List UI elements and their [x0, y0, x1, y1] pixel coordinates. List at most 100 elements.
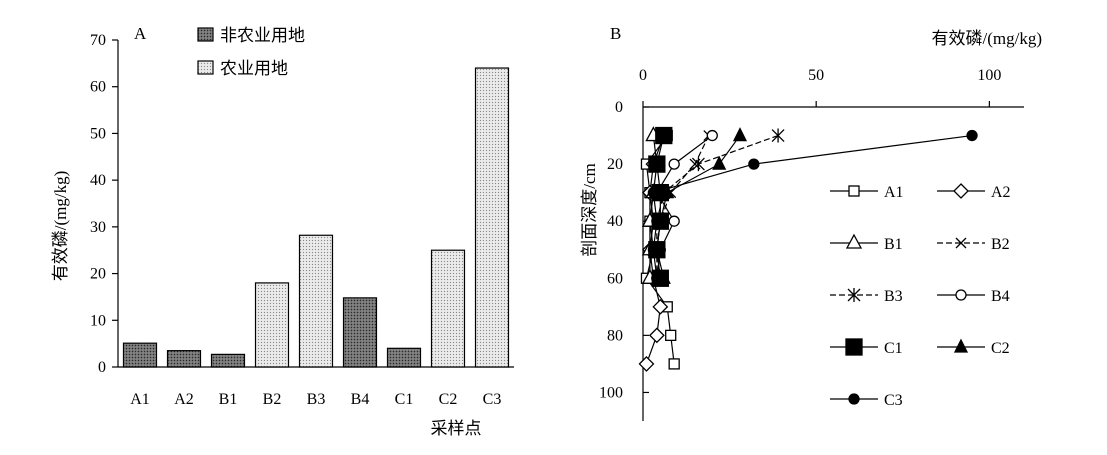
- bar-C3: [474, 67, 510, 368]
- legend-label-B4: B4: [991, 288, 1010, 305]
- point-A2: [638, 355, 655, 372]
- legend-entry-A2: A2: [937, 183, 1011, 201]
- x-tick-label-B4: B4: [351, 391, 370, 408]
- legend-marker-A1: [848, 185, 860, 197]
- legend-marker-A2: [953, 183, 969, 199]
- legend-label-A1: A1: [884, 184, 904, 201]
- y-tick-label: 0: [615, 99, 623, 116]
- x-tick-label-B3: B3: [307, 391, 326, 408]
- series-b: [638, 126, 978, 372]
- series-B4: [651, 129, 718, 284]
- y-tick-label: 40: [90, 172, 106, 189]
- y-tick-label: 80: [607, 327, 623, 344]
- point-C2: [732, 127, 748, 142]
- y-tick-label: 70: [90, 32, 106, 49]
- point-B4: [668, 158, 680, 170]
- bar-B1: [210, 353, 246, 368]
- y-tick-label: 0: [98, 359, 106, 376]
- point-B4: [668, 215, 680, 227]
- y-axis-title-a: 有效磷/(mg/kg): [51, 171, 70, 282]
- legend-marker-B3: [847, 288, 861, 302]
- line-B3: [656, 134, 779, 279]
- x-tick-label: 0: [639, 67, 647, 84]
- point-C1: [648, 155, 666, 173]
- y-tick-label: 50: [90, 125, 106, 142]
- y-tick-label: 60: [607, 270, 623, 287]
- y-ticks-b: 0 20 40 60 80 100: [599, 99, 649, 401]
- x-axis-title-b: 有效磷/(mg/kg): [932, 29, 1043, 48]
- y-tick-label: 60: [90, 79, 106, 96]
- legend-entry-C3: C3: [830, 392, 903, 409]
- legend-label-agri: 农业用地: [220, 59, 288, 78]
- legend-label-B2: B2: [991, 236, 1010, 253]
- series-B2: [651, 130, 715, 284]
- y-ticks-a: 0 10 20 30 40 50 60 70: [90, 32, 118, 376]
- y-tick-label: 100: [599, 384, 623, 401]
- legend-entry-B2: B2: [937, 236, 1010, 253]
- panel-label-b: B: [610, 24, 621, 43]
- x-tick-label-A2: A2: [174, 391, 194, 408]
- y-tick-label: 30: [90, 219, 106, 236]
- x-tick-label-C2: C2: [439, 391, 458, 408]
- legend-marker-B1: [845, 233, 863, 249]
- line-chart-panel-b: B 有效磷/(mg/kg) 0 50 100 0 20 40 60 80 100 剖面深度/c…: [580, 24, 1042, 421]
- bar-B2: [254, 282, 290, 368]
- point-A2: [652, 298, 669, 315]
- legend-label-non-agri: 非农业用地: [220, 26, 305, 45]
- legend-marker-B2: [955, 237, 967, 249]
- legend-entry-C1: C1: [830, 338, 903, 357]
- legend-label-B1: B1: [884, 236, 903, 253]
- bar-chart-panel-a: A 0 10 20 30 40 50 60 70 A1 A2 B1 B2 B3 B4 C1 C2 C3 有效磷…: [51, 24, 514, 438]
- x-tick-label-C1: C1: [395, 391, 414, 408]
- x-ticks-b: 0 50 100: [639, 67, 1001, 107]
- legend-swatch-agri: [197, 60, 214, 75]
- y-tick-label: 40: [607, 213, 623, 230]
- x-tick-labels-a: A1 A2 B1 B2 B3 B4 C1 C2 C3: [130, 391, 501, 408]
- legend-marker-C3: [848, 393, 860, 405]
- legend-label-A2: A2: [991, 184, 1011, 201]
- point-C3: [651, 215, 663, 227]
- series-C3: [647, 129, 978, 284]
- point-A1: [668, 358, 680, 370]
- y-axis-title-b: 剖面深度/cm: [580, 163, 599, 257]
- point-B3: [771, 128, 785, 143]
- x-tick-label: 50: [808, 67, 824, 84]
- y-tick-label: 20: [90, 266, 106, 283]
- legend-label-C1: C1: [884, 340, 903, 357]
- legend-a: 非农业用地 农业用地: [197, 26, 305, 78]
- legend-marker-B4: [955, 289, 967, 301]
- bar-C1: [386, 347, 422, 368]
- x-tick-label-B1: B1: [219, 391, 238, 408]
- x-tick-label: 100: [977, 67, 1001, 84]
- point-C3: [647, 186, 660, 199]
- point-C3: [748, 158, 760, 170]
- bar-B3: [298, 234, 334, 368]
- point-C2: [660, 184, 675, 199]
- legend-entry-A1: A1: [830, 184, 904, 201]
- x-axis-title-a: 采样点: [431, 419, 482, 438]
- legend-entry-B1: B1: [830, 233, 903, 253]
- legend-entry-B3: B3: [830, 288, 903, 305]
- point-B4: [706, 129, 718, 142]
- bar-A1: [122, 342, 158, 368]
- y-tick-label: 10: [90, 312, 106, 329]
- legend-entry-B4: B4: [937, 288, 1010, 305]
- line-C3: [652, 134, 973, 279]
- legend-marker-C2: [953, 338, 969, 353]
- point-C2: [712, 155, 727, 170]
- series-B3: [650, 128, 785, 286]
- bar-A2: [166, 350, 202, 368]
- legend-b: A1 A2 B1 B2 B3 B4 C1 C2 C3: [830, 183, 1011, 409]
- x-tick-label-C3: C3: [483, 391, 502, 408]
- bars-a: [122, 67, 510, 368]
- legend-marker-C1: [845, 338, 863, 356]
- x-tick-label-A1: A1: [130, 391, 150, 408]
- point-A2: [648, 327, 665, 344]
- point-C1: [655, 126, 673, 145]
- point-C3: [651, 272, 663, 284]
- point-B3: [691, 157, 705, 172]
- point-C3: [966, 129, 978, 142]
- legend-entry-C2: C2: [937, 338, 1010, 357]
- legend-swatch-non-agri: [197, 27, 214, 42]
